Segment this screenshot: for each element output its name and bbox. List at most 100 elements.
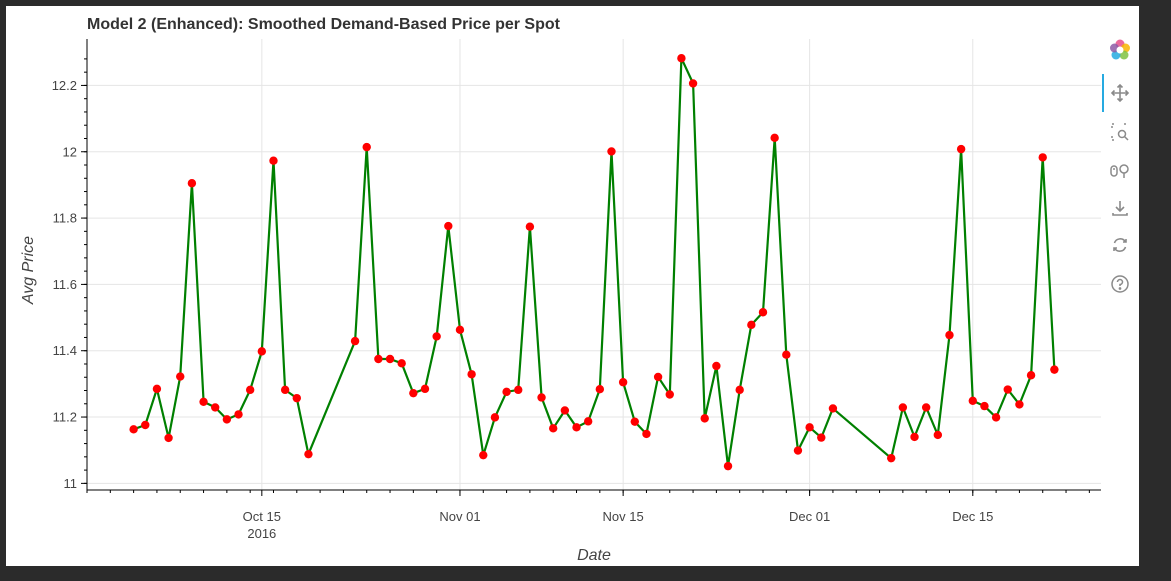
data-point bbox=[677, 54, 686, 63]
data-point bbox=[618, 378, 628, 387]
data-point bbox=[793, 446, 803, 455]
data-point bbox=[432, 332, 441, 341]
data-point bbox=[770, 133, 779, 143]
data-point bbox=[537, 393, 546, 402]
data-point bbox=[467, 370, 476, 379]
data-point bbox=[572, 423, 581, 432]
data-point bbox=[805, 423, 814, 432]
data-point bbox=[525, 222, 535, 231]
grid-lines bbox=[87, 39, 1101, 490]
data-point bbox=[245, 385, 255, 395]
data-point bbox=[549, 424, 558, 433]
y-tick-label: 12 bbox=[63, 144, 77, 159]
reset-icon[interactable] bbox=[1108, 233, 1132, 257]
data-point bbox=[653, 372, 663, 382]
chart-title: Model 2 (Enhanced): Smoothed Demand-Base… bbox=[87, 16, 561, 33]
series-line bbox=[133, 57, 1056, 468]
data-point bbox=[397, 359, 406, 368]
data-point bbox=[362, 142, 371, 152]
data-point bbox=[665, 390, 674, 399]
data-point bbox=[1003, 385, 1012, 394]
data-point bbox=[409, 388, 418, 398]
data-point bbox=[490, 413, 500, 422]
y-tick-label: 11.8 bbox=[53, 211, 77, 226]
y-tick-label: 11.4 bbox=[53, 343, 77, 358]
data-point bbox=[642, 429, 651, 439]
wheel-zoom-icon[interactable] bbox=[1108, 158, 1132, 182]
help-icon[interactable] bbox=[1108, 272, 1132, 296]
data-point bbox=[583, 417, 593, 426]
data-point bbox=[956, 144, 966, 154]
x-tick-label: Nov 15 bbox=[603, 509, 644, 524]
data-point bbox=[211, 403, 220, 412]
x-axis-label: Date bbox=[577, 547, 611, 564]
data-point bbox=[828, 404, 838, 413]
data-point bbox=[747, 320, 756, 330]
y-tick-label: 11.6 bbox=[53, 277, 77, 292]
x-tick-label: Nov 01 bbox=[439, 509, 480, 524]
data-point bbox=[910, 432, 919, 442]
data-point bbox=[1050, 365, 1059, 374]
data-point bbox=[980, 401, 989, 411]
y-axis-ticks: 11 11.2 11.4 11.6 11.8 12 12.2 bbox=[52, 58, 87, 491]
bokeh-logo-icon[interactable] bbox=[1108, 38, 1132, 62]
plot-frame: Model 2 (Enhanced): Smoothed Demand-Base… bbox=[6, 6, 1139, 566]
data-point bbox=[280, 385, 290, 395]
data-point bbox=[420, 384, 430, 394]
data-point bbox=[945, 330, 954, 340]
data-point bbox=[723, 461, 733, 471]
data-point bbox=[385, 354, 395, 364]
x-axis-ticks: Oct 15 2016 Nov 01 Nov 15 Dec 01 Dec 15 bbox=[86, 490, 1090, 541]
data-point bbox=[933, 430, 943, 440]
data-point bbox=[1026, 371, 1036, 380]
y-tick-label: 11.2 bbox=[53, 410, 77, 425]
data-point bbox=[444, 221, 453, 231]
data-point bbox=[234, 410, 243, 419]
data-point bbox=[560, 406, 570, 415]
data-point bbox=[630, 417, 639, 426]
data-point bbox=[887, 453, 896, 463]
data-point bbox=[782, 350, 791, 359]
axes bbox=[86, 39, 1101, 491]
data-point bbox=[141, 420, 150, 430]
data-point bbox=[374, 354, 383, 364]
x-tick-sublabel: 2016 bbox=[247, 526, 276, 541]
data-point bbox=[455, 325, 465, 335]
pan-icon[interactable] bbox=[1108, 81, 1132, 105]
data-point bbox=[479, 450, 488, 460]
line-chart[interactable]: Model 2 (Enhanced): Smoothed Demand-Base… bbox=[6, 6, 1102, 566]
data-point bbox=[187, 179, 197, 188]
data-point bbox=[199, 397, 208, 406]
data-point bbox=[502, 387, 511, 397]
x-tick-label: Dec 01 bbox=[789, 509, 830, 524]
data-point bbox=[222, 415, 232, 424]
data-point bbox=[688, 79, 698, 88]
data-point bbox=[817, 433, 826, 442]
data-point bbox=[1015, 400, 1024, 409]
y-tick-label: 12.2 bbox=[52, 78, 77, 93]
data-point bbox=[164, 433, 173, 443]
data-point bbox=[152, 384, 162, 394]
data-point bbox=[758, 308, 768, 317]
data-point bbox=[304, 449, 313, 459]
data-point bbox=[514, 385, 523, 395]
box-zoom-icon[interactable] bbox=[1108, 120, 1132, 144]
data-point bbox=[595, 384, 605, 394]
data-point bbox=[991, 413, 1001, 422]
data-point bbox=[350, 336, 360, 346]
y-tick-label: 11 bbox=[64, 476, 78, 491]
data-point bbox=[129, 425, 138, 434]
data-points bbox=[129, 54, 1059, 471]
x-tick-label: Oct 15 bbox=[243, 509, 281, 524]
series-line-group bbox=[133, 57, 1056, 468]
data-point bbox=[176, 372, 185, 381]
data-point bbox=[257, 347, 267, 356]
data-point bbox=[712, 361, 721, 371]
data-point bbox=[898, 403, 908, 412]
data-point bbox=[968, 396, 977, 405]
data-point bbox=[700, 414, 709, 423]
data-point bbox=[735, 385, 744, 395]
data-point bbox=[921, 403, 931, 412]
save-icon[interactable] bbox=[1108, 196, 1132, 220]
data-point bbox=[607, 147, 616, 156]
